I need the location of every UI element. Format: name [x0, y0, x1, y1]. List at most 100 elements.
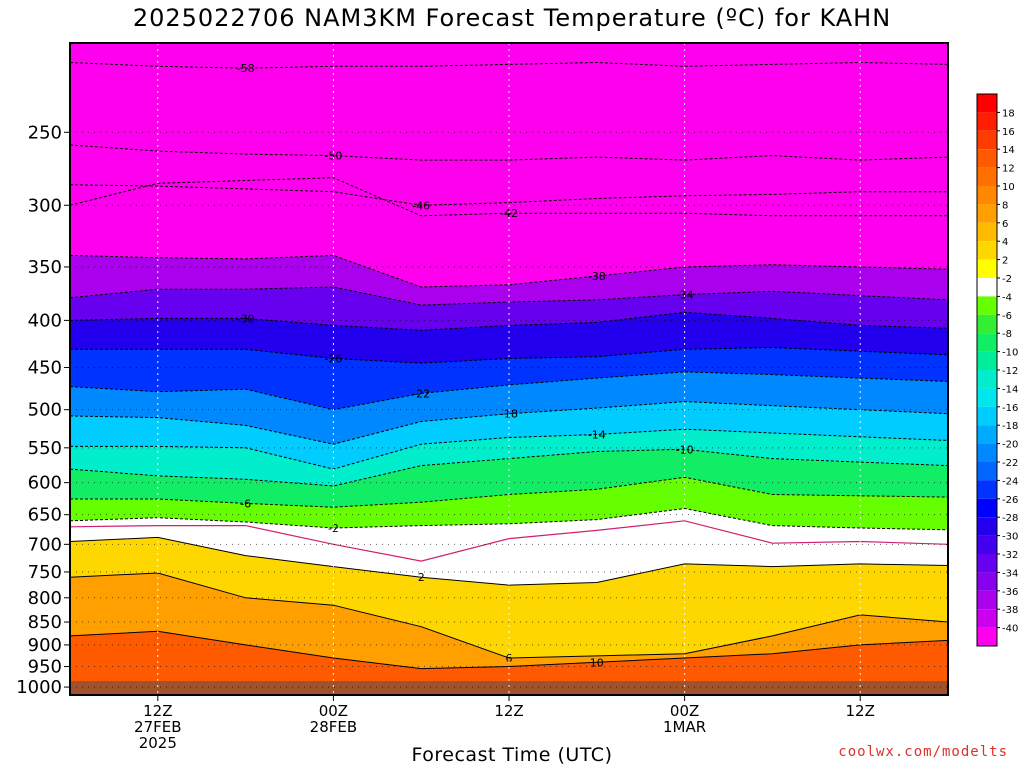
contour--42 — [70, 177, 948, 217]
x-tick-label: 28FEB — [310, 718, 357, 736]
x-tick-label: 12Z — [846, 702, 875, 720]
x-tick-label: 12Z — [494, 702, 523, 720]
colorbar-label: 6 — [1002, 219, 1008, 230]
contour-label: -42 — [500, 207, 518, 220]
colorbar-swatch — [977, 167, 997, 186]
colorbar-label: 10 — [1002, 182, 1015, 193]
y-axis: 2503003504004505005506006507007508008509… — [16, 122, 70, 698]
x-tick-label: 1MAR — [663, 718, 706, 736]
freezing-line — [70, 520, 948, 562]
colorbar-swatch — [977, 204, 997, 223]
colorbar-label: -8 — [1002, 329, 1012, 340]
colorbar-swatch — [977, 425, 997, 444]
colorbar-label: -28 — [1002, 513, 1018, 524]
colorbar-label: -16 — [1002, 403, 1018, 414]
y-tick-label: 250 — [28, 122, 62, 143]
x-tick-label: 00Z — [319, 702, 348, 720]
contour--58 — [70, 61, 948, 69]
colorbar-swatch — [977, 351, 997, 370]
colorbar-swatch — [977, 517, 997, 536]
contour--46 — [70, 184, 948, 206]
x-axis-title: Forecast Time (UTC) — [411, 744, 613, 766]
colorbar-swatch — [977, 498, 997, 518]
contour-label: 10 — [590, 656, 604, 669]
contour--26 — [70, 346, 948, 364]
y-tick-label: 950 — [28, 657, 62, 678]
colorbar-swatch — [977, 222, 997, 242]
colorbar-label: -40 — [1002, 624, 1018, 635]
y-tick-label: 400 — [28, 310, 62, 331]
contour--18 — [70, 401, 948, 445]
colorbar: 18 16 14 12 10 8 6 4 2 -2 -4 -6 -8 -10 -12 -14 -16 -18 -20… — [976, 93, 1018, 647]
y-tick-label: 350 — [28, 257, 62, 278]
colorbar-label: -4 — [1002, 292, 1012, 303]
colorbar-swatch — [977, 296, 997, 315]
contour-6 — [70, 572, 948, 659]
contour-2 — [70, 536, 948, 586]
colorbar-swatch — [977, 278, 997, 297]
colorbar-swatch — [977, 462, 997, 481]
colorbar-swatch — [977, 535, 997, 554]
contour-label: -10 — [676, 443, 694, 456]
plot-grid — [70, 43, 948, 695]
colorbar-label: -10 — [1002, 348, 1018, 359]
colorbar-swatch — [977, 333, 997, 352]
colorbar-swatch — [977, 314, 997, 334]
colorbar-swatch — [977, 609, 997, 628]
contour--38 — [70, 254, 948, 288]
colorbar-swatch — [977, 186, 997, 205]
contour-label: -6 — [240, 497, 251, 510]
colorbar-swatch-top — [977, 94, 997, 113]
colorbar-swatch — [977, 443, 997, 462]
colorbar-swatch — [977, 406, 997, 426]
colorbar-swatch — [977, 112, 997, 131]
contour--6 — [70, 476, 948, 508]
colorbar-label: -36 — [1002, 587, 1018, 598]
x-tick-label: 00Z — [670, 702, 699, 720]
contour--50 — [70, 144, 948, 161]
ground-layer — [70, 681, 948, 695]
contour-label: -38 — [588, 270, 606, 283]
contour-label: -50 — [324, 150, 342, 163]
contour--14 — [70, 428, 948, 470]
contour-label: -46 — [412, 199, 430, 212]
colorbar-label: -38 — [1002, 605, 1018, 616]
colorbar-label: 18 — [1002, 108, 1015, 119]
credit-text: coolwx.com/modelts — [838, 744, 1008, 760]
colorbar-label: -2 — [1002, 274, 1012, 285]
y-tick-label: 700 — [28, 534, 62, 555]
colorbar-swatch — [977, 627, 997, 646]
colorbar-swatch — [977, 572, 997, 591]
contour--22 — [70, 371, 948, 411]
y-tick-label: 650 — [28, 505, 62, 526]
colorbar-swatch — [977, 554, 997, 573]
colorbar-label: 4 — [1002, 237, 1008, 248]
colorbar-swatch — [977, 370, 997, 389]
colorbar-label: 12 — [1002, 164, 1015, 175]
colorbar-label: 8 — [1002, 200, 1008, 211]
contour-label: -22 — [412, 387, 430, 400]
contour-label: -14 — [588, 429, 606, 442]
colorbar-label: -20 — [1002, 440, 1018, 451]
x-tick-label: 27FEB — [134, 718, 181, 736]
colorbar-swatch — [977, 480, 997, 499]
contour-label: -58 — [237, 62, 255, 75]
colorbar-label: -24 — [1002, 476, 1018, 487]
colorbar-swatch — [977, 130, 997, 150]
colorbar-swatch — [977, 388, 997, 407]
contour-label: -30 — [237, 312, 255, 325]
colorbar-label: -32 — [1002, 550, 1018, 561]
contour-label: -26 — [324, 353, 342, 366]
colorbar-swatch — [977, 590, 997, 610]
contour-label: 2 — [418, 571, 425, 584]
colorbar-swatch — [977, 241, 997, 260]
colorbar-swatch — [977, 259, 997, 278]
y-tick-label: 500 — [28, 400, 62, 421]
contour-label: 6 — [506, 652, 513, 665]
colorbar-label: -14 — [1002, 384, 1018, 395]
contour--30 — [70, 311, 948, 331]
colorbar-label: -34 — [1002, 568, 1018, 579]
colorbar-label: 16 — [1002, 127, 1015, 138]
